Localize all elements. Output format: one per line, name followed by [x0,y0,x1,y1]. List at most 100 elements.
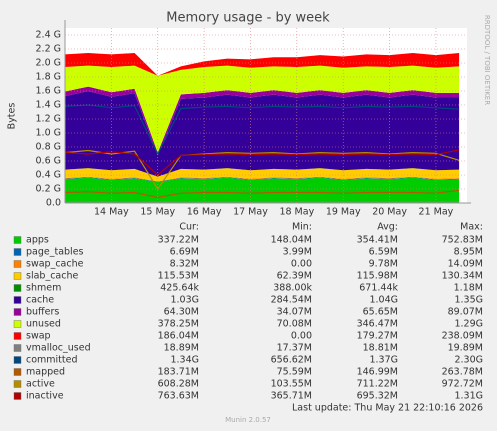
x-tick-label: 15 May [140,207,175,218]
legend-value: 1.18M [454,283,483,294]
legend-value: 1.35G [454,295,483,306]
legend-value: 3.99M [283,247,312,258]
legend-swatch [13,344,22,352]
legend-value: 354.41M [357,235,398,246]
legend-value: 1.29G [454,319,483,330]
legend-swatch [13,272,22,280]
legend-value: 671.44k [359,283,398,294]
last-update: Last update: Thu May 21 22:10:16 2026 [292,403,483,414]
y-tick-label: 1.4 G [36,100,62,111]
area [65,53,460,76]
legend-label: swap_cache [26,259,84,270]
legend-swatch [13,236,22,244]
legend-swatch [13,332,22,340]
legend-value: 284.54M [271,295,312,306]
line [64,189,460,199]
legend-value: 378.25M [158,319,199,330]
y-tick-label: 1.8 G [36,72,62,83]
legend-value: 1.31G [454,391,483,402]
y-tick-label: 0.0 [46,198,61,209]
legend-label: inactive [26,391,64,402]
legend-value: 146.99M [357,367,398,378]
y-tick-label: 2.0 G [36,58,62,69]
legend-value: 365.71M [271,391,312,402]
area [65,91,460,177]
legend-swatch [13,368,22,376]
x-tick-label: 17 May [233,207,268,218]
legend-label: vmalloc_used [26,343,91,354]
legend-value: 6.69M [170,247,199,258]
y-tick-label: 0.6 G [36,156,62,167]
legend-swatch [13,260,22,268]
legend-value: 18.81M [363,343,398,354]
legend-value: 656.62M [271,355,312,366]
legend-value: 65.65M [363,307,398,318]
column-header: Avg: [377,222,398,233]
legend-swatch [13,380,22,388]
legend-value: 18.89M [164,343,199,354]
legend-value: 9.78M [369,259,398,270]
legend-value: 972.72M [442,379,483,390]
legend-value: 115.53M [158,271,199,282]
legend-value: 70.08M [277,319,312,330]
legend-value: 14.09M [448,259,483,270]
column-header: Max: [460,222,483,233]
legend-value: 425.64k [160,283,199,294]
legend-value: 337.22M [158,235,199,246]
side-text: RRDTOOL / TOBI OETIKER [483,15,491,105]
legend-swatch [13,356,22,364]
legend-label: apps [26,235,49,246]
legend-value: 238.09M [442,331,483,342]
legend-label: cache [26,295,54,306]
legend-label: shmem [26,283,61,294]
y-tick-label: 2.2 G [36,44,62,55]
y-tick-label: 0.8 G [36,142,62,153]
legend-value: 75.59M [277,367,312,378]
x-tick-label: 18 May [279,207,314,218]
legend-value: 608.28M [158,379,199,390]
legend-value: 179.27M [357,331,398,342]
area [65,177,460,203]
y-tick-label: 0.2 G [36,184,62,195]
legend-value: 19.89M [448,343,483,354]
legend-value: 115.98M [357,271,398,282]
footer: Munin 2.0.57 [225,416,271,424]
legend-value: 763.63M [158,391,199,402]
legend-value: 17.37M [277,343,312,354]
legend-swatch [13,248,22,256]
legend-label: committed [26,355,78,366]
legend-swatch [13,296,22,304]
legend-value: 1.03G [170,295,199,306]
legend-value: 62.39M [277,271,312,282]
y-tick-label: 0.4 G [36,170,62,181]
legend-value: 183.71M [158,367,199,378]
legend-value: 1.34G [170,355,199,366]
legend-swatch [13,308,22,316]
x-tick-label: 16 May [187,207,222,218]
legend-value: 8.32M [170,259,199,270]
legend-value: 1.04G [369,295,398,306]
line [64,149,460,176]
x-tick-label: 21 May [419,207,454,218]
legend-value: 130.34M [442,271,483,282]
legend-label: unused [26,319,61,330]
column-header: Cur: [179,222,199,233]
y-tick-label: 1.2 G [36,114,62,125]
legend-value: 0.00 [291,259,312,270]
area [65,86,460,156]
chart-title: Memory usage - by week [166,11,330,26]
legend-value: 186.04M [158,331,199,342]
legend-label: slab_cache [26,271,78,282]
area [65,168,460,182]
legend-value: 711.22M [357,379,398,390]
x-tick-label: 14 May [94,207,129,218]
legend-label: swap [26,331,51,342]
legend-value: 752.83M [442,235,483,246]
legend-value: 64.30M [164,307,199,318]
legend-value: 8.95M [454,247,483,258]
line [64,104,460,156]
legend-value: 89.07M [448,307,483,318]
x-tick-label: 19 May [326,207,361,218]
legend-label: active [26,379,55,390]
